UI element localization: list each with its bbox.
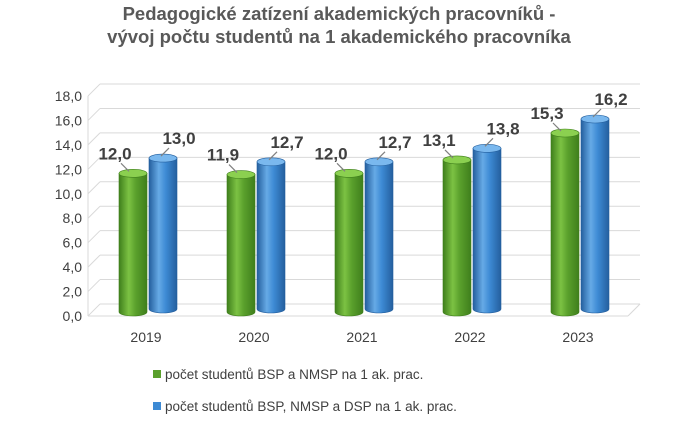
data-label-leader: [376, 151, 386, 161]
y-tick-label: 4,0: [63, 259, 83, 275]
bar-top-green-2022: [442, 155, 472, 165]
y-tick-label: 8,0: [63, 210, 83, 226]
bar-top-green-2020: [226, 170, 256, 179]
legend-label-series-2: počet studentů BSP, NMSP a DSP na 1 ak. …: [165, 398, 457, 414]
data-label-leader: [336, 162, 346, 172]
x-tick-label: 2020: [238, 329, 269, 345]
y-tick-label: 16,0: [55, 112, 82, 128]
bar-green-2021: [334, 173, 364, 317]
y-tick-label: 14,0: [55, 137, 82, 153]
data-label-leader: [120, 162, 130, 172]
data-label-leader: [160, 147, 170, 157]
data-label-green-2020: 11,9: [207, 146, 239, 165]
data-label-leader: [592, 108, 602, 118]
data-label-green-2019: 12,0: [98, 144, 131, 163]
data-label-green-2021: 12,0: [314, 144, 347, 163]
bar-blue-2023: [580, 118, 610, 314]
bar-blue-2020: [256, 161, 286, 314]
chart-title: Pedagogické zatízení akademických pracov…: [0, 2, 678, 48]
bar-top-green-2019: [118, 169, 148, 178]
data-label-leader: [552, 122, 562, 132]
gridline-diag: [87, 279, 101, 292]
gridline-diag: [87, 230, 101, 244]
x-tick-label: 2023: [562, 329, 593, 345]
x-tick-label: 2022: [454, 329, 485, 345]
gridline-diag: [87, 181, 101, 195]
x-tick-label: 2021: [346, 329, 377, 345]
data-label-blue-2022: 13,8: [486, 119, 519, 138]
data-label-leader: [484, 137, 494, 147]
legend-item-series-2: počet studentů BSP, NMSP a DSP na 1 ak. …: [153, 397, 457, 415]
data-label-leader: [228, 164, 238, 173]
y-tick-label: 18,0: [55, 88, 82, 104]
floor-right-line: [627, 303, 641, 317]
data-label-blue-2021: 12,7: [378, 133, 411, 152]
gridline-diag: [87, 83, 101, 97]
bar-top-blue-2023: [580, 114, 610, 124]
data-label-blue-2023: 16,2: [594, 90, 627, 109]
x-tick-label: 2019: [130, 329, 161, 345]
data-label-leader: [268, 151, 278, 161]
bar-green-2019: [118, 173, 148, 317]
bar-top-blue-2021: [364, 157, 394, 167]
data-label-leader: [444, 149, 454, 159]
data-label-green-2022: 13,1: [422, 131, 455, 150]
gridline-diag: [87, 132, 101, 146]
y-tick-label: 0,0: [63, 308, 83, 324]
y-tick-label: 10,0: [55, 186, 82, 202]
bar-blue-2019: [148, 157, 178, 314]
legend: počet studentů BSP a NMSP na 1 ak. prac.…: [153, 365, 457, 429]
data-label-blue-2019: 13,0: [162, 129, 195, 148]
bar-top-blue-2022: [472, 144, 502, 153]
chart-title-line-2: vývoj počtu studentů na 1 akademického p…: [107, 26, 571, 47]
gridline-diag: [87, 205, 101, 219]
gridline-diag: [87, 156, 101, 170]
legend-label-series-1: počet studentů BSP a NMSP na 1 ak. prac.: [165, 366, 424, 382]
bar-blue-2021: [364, 161, 394, 314]
bar-top-blue-2020: [256, 157, 286, 167]
gridline-diag: [87, 303, 101, 317]
legend-item-series-1: počet studentů BSP a NMSP na 1 ak. prac.: [153, 365, 457, 383]
y-tick-label: 12,0: [55, 161, 82, 177]
legend-swatch-blue: [153, 402, 161, 410]
chart-title-line-1: Pedagogické zatízení akademických pracov…: [122, 3, 556, 24]
y-tick-label: 2,0: [63, 284, 83, 300]
data-label-green-2023: 15,3: [530, 104, 563, 123]
bar-blue-2022: [472, 148, 502, 314]
gridline-diag: [87, 254, 101, 268]
data-label-blue-2020: 12,7: [270, 133, 303, 152]
gridline-diag: [87, 108, 101, 121]
bar-green-2022: [442, 159, 472, 317]
bar-green-2023: [550, 132, 580, 317]
bar-top-blue-2019: [148, 153, 178, 163]
bar-top-green-2023: [550, 128, 580, 138]
bar-green-2020: [226, 174, 256, 317]
y-tick-label: 6,0: [63, 235, 83, 251]
bar-top-green-2021: [334, 169, 364, 178]
legend-swatch-green: [153, 370, 161, 378]
